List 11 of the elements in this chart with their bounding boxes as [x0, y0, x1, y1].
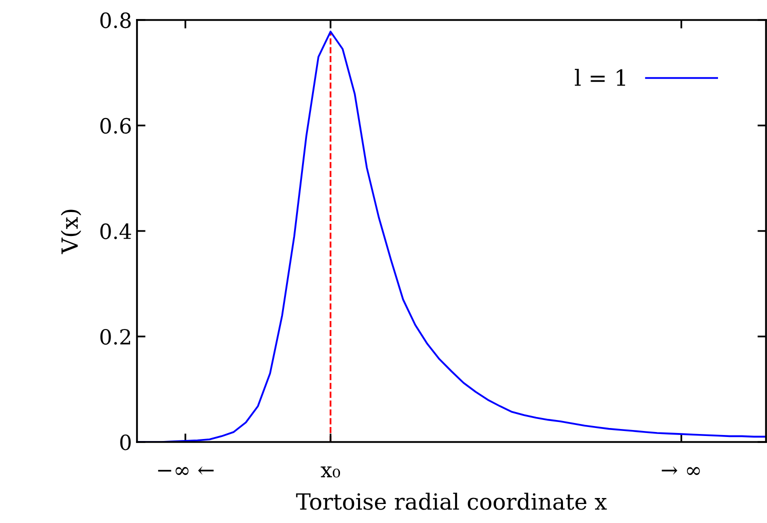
x-tick-label: → ∞	[662, 466, 700, 476]
y-tick-label: 0.4	[100, 223, 132, 240]
y-tick-label: 0.6	[100, 118, 131, 134]
legend-label: l = 1	[574, 68, 626, 86]
x-tick-label: x₀	[320, 466, 340, 478]
y-tick-label: 0	[120, 434, 131, 450]
y-tick-label: 0.2	[100, 328, 130, 345]
y-axis-title: V(x)	[60, 210, 82, 254]
y-tick-label: 0.8	[100, 12, 131, 28]
x-axis-title: Tortoise radial coordinate x	[296, 492, 607, 510]
x-tick-label: −∞ ←	[158, 466, 214, 476]
